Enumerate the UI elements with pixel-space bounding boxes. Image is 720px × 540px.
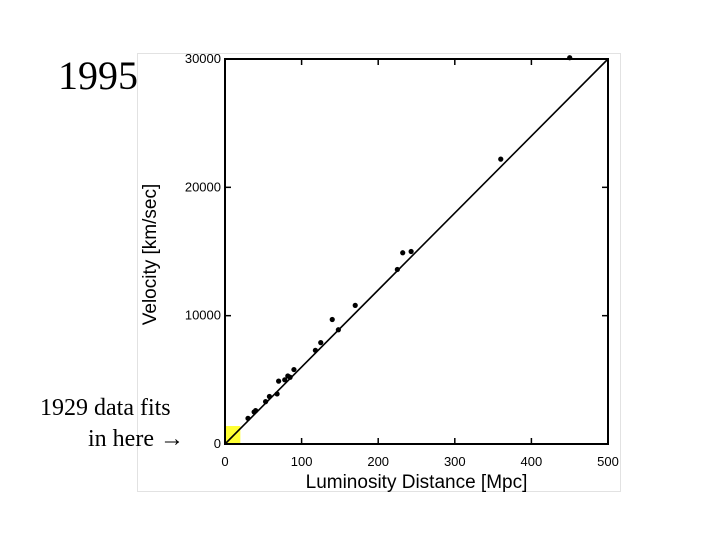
x-tick-label: 500 — [597, 454, 619, 469]
x-tick-label: 300 — [444, 454, 466, 469]
data-point — [394, 266, 400, 273]
data-point — [352, 302, 358, 308]
data-point — [253, 408, 259, 414]
data-point — [274, 391, 280, 397]
ticks-layer: 0 100 200 300 400 500 0 10000 20000 30000 — [185, 51, 619, 469]
plot-area-frame — [224, 58, 609, 445]
y-tick-label: 20000 — [185, 179, 221, 194]
annotation-line-2: in here → — [88, 426, 184, 452]
data-point — [498, 156, 504, 162]
x-tick-label: 200 — [367, 454, 389, 469]
data-points — [245, 55, 573, 421]
data-point — [318, 340, 324, 346]
x-tick-label: 100 — [291, 454, 313, 469]
figure-frame — [137, 53, 621, 492]
data-point — [282, 377, 288, 383]
data-point — [276, 378, 282, 384]
data-point — [408, 248, 414, 255]
data-point — [335, 327, 341, 333]
year-label: 1995 — [58, 53, 138, 98]
y-tick-label: 10000 — [185, 308, 221, 323]
y-tick-label: 30000 — [185, 51, 221, 66]
x-axis-title: Luminosity Distance [Mpc] — [306, 472, 528, 493]
y-tick-label: 0 — [214, 436, 221, 451]
fit-line — [224, 58, 609, 445]
data-point — [312, 347, 318, 353]
data-point — [567, 55, 573, 61]
data-point — [266, 393, 273, 400]
annotation-line-1: 1929 data fits — [40, 395, 171, 421]
data-point — [329, 316, 335, 323]
data-point — [287, 374, 293, 380]
y-axis-title: Velocity [km/sec] — [140, 184, 161, 326]
data-point — [245, 415, 251, 421]
data-point — [291, 366, 297, 373]
data-point — [262, 399, 269, 405]
x-tick-label: 400 — [521, 454, 543, 469]
data-point — [400, 250, 406, 256]
x-tick-label: 0 — [221, 454, 228, 469]
